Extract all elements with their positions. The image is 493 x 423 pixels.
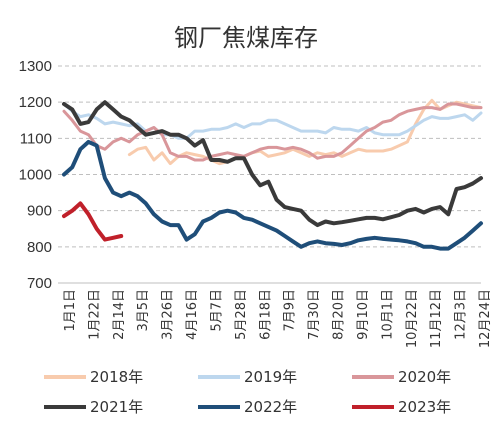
x-tick-label: 1月22日 [87, 289, 102, 340]
series-line [62, 100, 483, 228]
x-tick-label: 8月20日 [332, 289, 347, 340]
legend-label: 2018年 [90, 368, 143, 386]
x-tick-label: 2月14日 [112, 289, 127, 340]
x-tick-label: 9月10日 [356, 289, 371, 340]
legend-label: 2022年 [244, 398, 297, 416]
legend-label: 2021年 [90, 398, 143, 416]
grid [58, 65, 481, 284]
series-line [62, 102, 483, 162]
x-tick-label: 3月26日 [161, 289, 176, 340]
legend-label: 2023年 [398, 398, 451, 416]
legend-label: 2020年 [398, 368, 451, 386]
x-tick-label: 10月22日 [405, 289, 420, 348]
x-tick-label: 5月7日 [209, 289, 224, 332]
x-tick-label: 3月5日 [136, 289, 151, 332]
y-axis-ticks: 700 800 900 1000 1100 1200 1300 [19, 58, 52, 292]
x-tick-label: 1月1日 [63, 289, 78, 332]
x-tick-label: 4月16日 [185, 289, 200, 340]
y-tick-label: 1300 [19, 58, 52, 75]
y-tick-label: 900 [27, 203, 52, 220]
x-tick-label: 7月30日 [307, 289, 322, 340]
x-tick-label: 12月3日 [454, 289, 469, 340]
legend: 2018年 2019年 2020年 2021年 2022年 2023年 [44, 368, 451, 416]
x-tick-label: 10月1日 [380, 289, 395, 340]
x-tick-label: 12月24日 [478, 289, 493, 348]
series-line [62, 201, 124, 242]
y-tick-label: 700 [27, 275, 52, 292]
series-line [62, 139, 483, 251]
legend-label: 2019年 [244, 368, 297, 386]
series-lines [62, 98, 483, 251]
y-tick-label: 800 [27, 239, 52, 256]
x-tick-label: 5月28日 [234, 289, 249, 340]
y-tick-label: 1000 [19, 167, 52, 184]
x-tick-label: 6月18日 [258, 289, 273, 340]
x-tick-label: 11月12日 [429, 289, 444, 348]
y-tick-label: 1100 [20, 130, 52, 147]
y-tick-label: 1200 [19, 94, 52, 111]
x-tick-label: 7月9日 [283, 289, 298, 332]
series-line [127, 98, 483, 166]
x-axis-ticks: 1月1日 1月22日 2月14日 3月5日 3月26日 4月16日 5月7日 5月28日 6月1… [63, 289, 493, 348]
chart-title: 钢厂焦煤库存 [174, 24, 318, 52]
